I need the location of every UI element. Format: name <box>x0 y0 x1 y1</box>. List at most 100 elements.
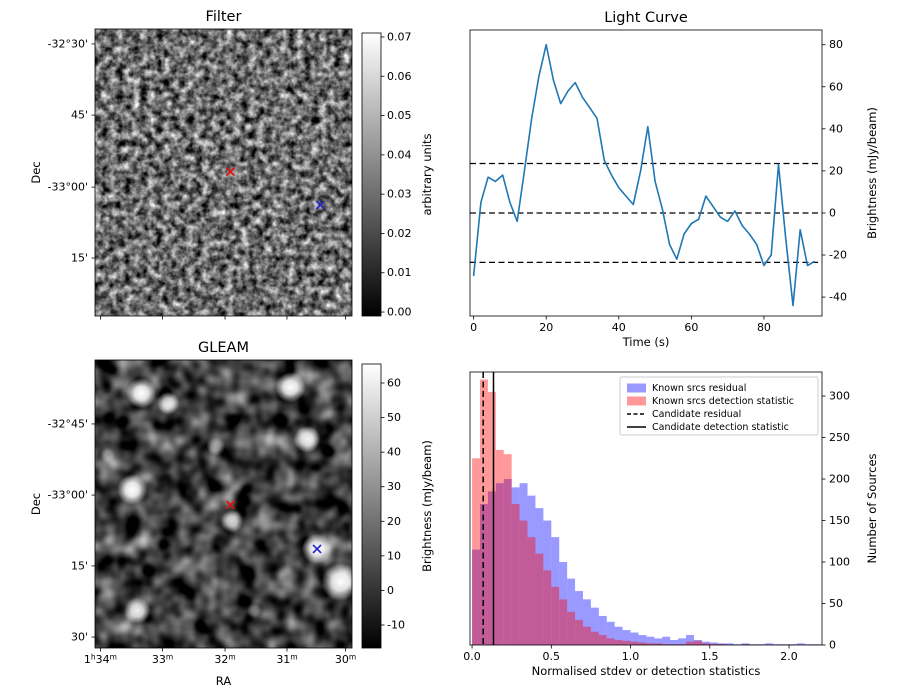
hist-bar <box>678 638 687 645</box>
hist-series-detection <box>472 379 750 645</box>
source-blob <box>220 509 244 533</box>
filter-title: Filter <box>206 9 242 25</box>
source-blob <box>126 377 157 409</box>
source-blob <box>100 447 116 463</box>
source-blob <box>321 562 360 601</box>
hist-bar <box>503 479 512 645</box>
dec-tick-label: 15' <box>71 559 88 572</box>
hist-bar <box>709 642 718 645</box>
hist-bar <box>472 458 480 645</box>
colorbar-tick-label: 0.03 <box>387 188 412 201</box>
time-tick-label: 40 <box>612 321 626 334</box>
count-tick-label: 300 <box>829 390 850 403</box>
colorbar-tick-label: 40 <box>387 446 401 459</box>
legend-label: Known srcs detection statistic <box>652 396 794 407</box>
hist-bar <box>709 644 718 645</box>
count-tick-label: 50 <box>829 597 843 610</box>
hist-bar <box>638 642 647 645</box>
time-tick-label: 0 <box>470 321 477 334</box>
gleam-colorbar <box>362 364 381 648</box>
dec-tick-label: 30' <box>71 631 88 644</box>
hist-bar <box>622 630 631 645</box>
source-blob <box>246 603 262 619</box>
hist-bar <box>567 578 576 645</box>
colorbar-tick-label: 0.07 <box>387 30 412 43</box>
hist-bar <box>781 644 790 645</box>
hist-bar <box>701 643 710 645</box>
gleam-colorbar-label: Brightness (mJy/beam) <box>420 440 434 572</box>
histogram-ylabel: Number of Sources <box>865 453 879 563</box>
axes-frame <box>469 371 823 646</box>
hist-bar <box>487 391 496 645</box>
hist-bar <box>559 562 568 645</box>
red-cross-marker <box>225 500 236 510</box>
legend: Known srcs residual Known srcs detection … <box>619 376 819 436</box>
hist-bar <box>527 495 536 645</box>
axes-frame <box>469 29 823 317</box>
ra-tick-label: 31m <box>276 653 297 667</box>
hist-bar <box>741 644 750 645</box>
filter-colorbar <box>362 33 381 316</box>
colorbar-tick-label: 50 <box>387 411 401 424</box>
dec-tick-label: 45' <box>71 109 88 122</box>
red-cross-marker <box>225 167 236 177</box>
source-blob <box>275 372 306 403</box>
colorbar-tick-label: 0.01 <box>387 266 412 279</box>
hist-bar <box>693 640 702 645</box>
colorbar-tick-label: 0.05 <box>387 109 412 122</box>
legend-swatch <box>627 383 646 393</box>
hist-bar <box>812 644 821 645</box>
hist-bar <box>583 626 591 645</box>
hist-bar <box>598 615 607 645</box>
hist-bar <box>543 570 552 645</box>
time-tick-label: 80 <box>757 321 771 334</box>
hist-bar <box>606 638 615 645</box>
hist-bar <box>670 640 679 645</box>
hist-bar <box>622 640 631 645</box>
time-tick-label: 60 <box>684 321 698 334</box>
hist-bar <box>479 379 488 645</box>
hist-bar <box>670 644 679 645</box>
legend-label: Known srcs residual <box>652 383 746 394</box>
hist-bar <box>773 644 782 645</box>
brightness-tick-label: -40 <box>829 291 847 304</box>
gleam-ylabel: Dec <box>29 493 43 515</box>
count-tick-label: 200 <box>829 473 850 486</box>
ra-tick-label: 33m <box>152 653 173 667</box>
hist-bar <box>662 636 671 645</box>
blue-cross-marker <box>312 544 322 554</box>
hist-bar <box>535 508 544 645</box>
brightness-tick-label: 80 <box>829 38 843 51</box>
hist-bar <box>789 644 797 645</box>
hist-bar <box>511 487 520 645</box>
histogram-panel: 0.0 0.5 1.0 1.5 2.0 0 50 100 150 200 250 300 Normali… <box>463 371 879 678</box>
colorbar-tick-label: 0 <box>387 584 394 597</box>
hist-bar <box>590 631 599 645</box>
hist-bar <box>757 644 766 645</box>
brightness-tick-label: 0 <box>829 206 836 219</box>
hist-bar <box>654 643 663 645</box>
axes-frame <box>94 28 353 317</box>
hist-bar <box>686 635 694 645</box>
hist-bar <box>583 599 591 645</box>
light-curve-line <box>472 43 816 307</box>
hist-bar <box>495 450 504 645</box>
brightness-tick-label: 60 <box>829 80 843 93</box>
hist-bar <box>717 643 726 645</box>
hist-bar <box>527 537 536 645</box>
histogram-xlabel: Normalised stdev or detection statistics <box>532 664 761 678</box>
count-tick-label: 150 <box>829 514 850 527</box>
filter-ylabel: Dec <box>29 161 43 183</box>
gleam-panel: GLEAM -32°45' -33°00' 15' 30' 1h34m 33m 32m 31m 3… <box>29 340 434 688</box>
hist-bar <box>590 607 599 645</box>
count-tick-label: 250 <box>829 431 850 444</box>
colorbar-tick-label: 60 <box>387 377 401 390</box>
legend-label: Candidate residual <box>652 409 741 420</box>
hist-bar <box>686 641 694 645</box>
source-blob <box>156 391 180 415</box>
hist-bar <box>543 520 552 645</box>
hist-bar <box>662 644 671 645</box>
ra-tick-label: 30m <box>335 653 356 667</box>
